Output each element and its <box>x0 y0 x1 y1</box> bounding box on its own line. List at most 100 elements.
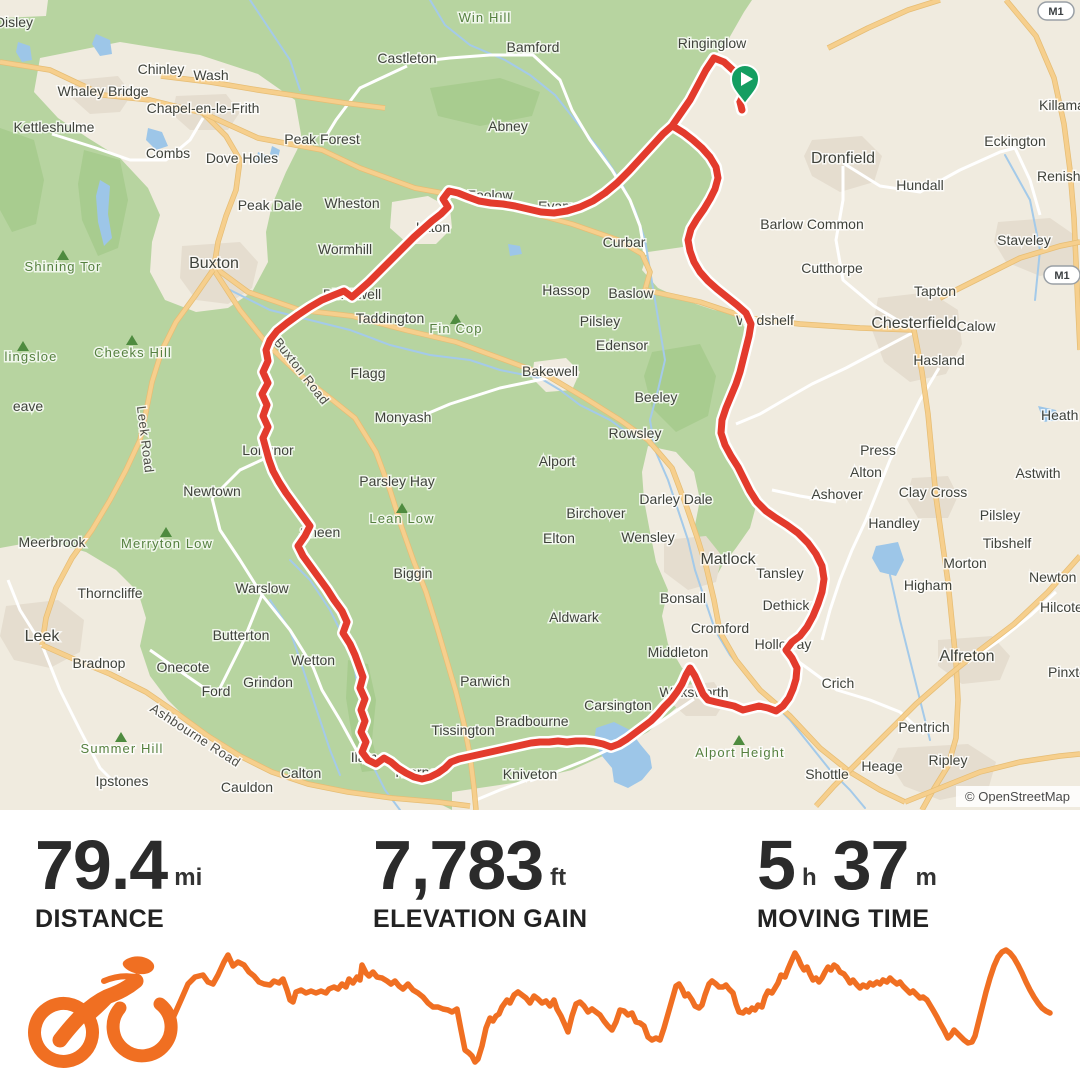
map-label: Shottle <box>805 766 849 782</box>
minor-road <box>210 497 366 765</box>
map-label: Kettleshulme <box>14 119 95 135</box>
minor-road <box>149 594 264 698</box>
time-minutes-value: 37 <box>832 826 910 904</box>
main-road <box>912 329 960 810</box>
map-label: Butterton <box>213 627 270 643</box>
map-canvas: Disley Chinley Wash Whaley BridgeChapel-en-… <box>0 0 1080 810</box>
map-label: Eckington <box>984 133 1045 149</box>
map-label: Cutthorpe <box>801 260 863 276</box>
route-path <box>258 54 828 783</box>
urban-area <box>906 476 958 518</box>
map-label: Tansley <box>756 565 803 581</box>
map-label: Hassop <box>542 282 590 298</box>
land-patch <box>390 196 452 244</box>
motorway-badge <box>1037 1 1075 21</box>
map-label: Abney <box>488 118 528 134</box>
map-label: Matlock <box>700 551 756 568</box>
main-road <box>41 643 471 808</box>
map-label: Clay Cross <box>899 484 967 500</box>
map-label: Elton <box>543 530 575 546</box>
main-road <box>0 60 242 268</box>
map-label: Wormhill <box>318 241 372 257</box>
map-label: Beeley <box>635 389 678 405</box>
map-label: Edensor <box>596 337 648 353</box>
map-label: Summer Hill <box>81 741 164 756</box>
land-patch <box>0 540 452 810</box>
map-label: Warslow <box>235 580 289 596</box>
time-hours-value: 5 <box>757 826 796 904</box>
cyclist-icon <box>101 973 142 984</box>
peak-icon <box>450 314 462 324</box>
lake <box>1038 406 1060 422</box>
route-map[interactable]: Disley Chinley Wash Whaley BridgeChapel-en-… <box>0 0 1080 810</box>
map-label: Pilsley <box>980 507 1020 523</box>
map-label: Renishaw <box>1037 168 1080 184</box>
main-road <box>939 240 1080 300</box>
map-label: Dove Holes <box>206 150 278 166</box>
cyclist-icon-head <box>122 956 155 975</box>
map-label: Hilcote <box>1040 599 1080 615</box>
forest-area <box>0 128 44 232</box>
lake <box>594 722 652 788</box>
motorway-badge-label: M1 <box>1048 6 1063 18</box>
time-hours-unit: h <box>801 864 817 891</box>
map-label: Wetton <box>291 652 335 668</box>
map-label: Merryton Low <box>121 536 213 551</box>
forest-area <box>644 344 716 432</box>
time-label: MOVING TIME <box>757 905 930 933</box>
cyclist-icon <box>106 997 178 1063</box>
peak-icon <box>17 341 29 351</box>
osm-attribution[interactable]: © OpenStreetMap <box>956 786 1080 807</box>
map-label: Bradbourne <box>495 713 568 729</box>
map-label: Chinley <box>138 61 185 77</box>
minor-road <box>771 488 837 504</box>
map-label: Calow <box>957 318 997 334</box>
map-label: Ripley <box>929 752 968 768</box>
map-label: Newton <box>1029 569 1076 585</box>
map-label: Hundall <box>896 177 943 193</box>
peak-icon <box>115 732 127 742</box>
map-label: Pinxton <box>1048 664 1080 680</box>
map-label: Chapel-en-le-Frith <box>147 100 260 116</box>
minor-road <box>406 53 647 256</box>
map-label: Wheston <box>324 195 379 211</box>
peak-icon <box>160 527 172 537</box>
map-label: Ashover <box>811 486 863 502</box>
minor-road <box>834 166 915 332</box>
map-label: Disley <box>0 14 33 30</box>
cyclist-icon <box>28 996 99 1068</box>
map-label: Birchover <box>566 505 625 521</box>
map-label: Castleton <box>377 50 436 66</box>
stat-moving-time: 5 h 37 m MOVING TIME <box>757 830 937 934</box>
lake <box>92 34 112 56</box>
map-label: Heage <box>861 758 902 774</box>
map-label: Press <box>860 442 896 458</box>
map-label: Grindon <box>243 674 293 690</box>
minor-road <box>735 330 915 426</box>
map-label: Combs <box>146 145 190 161</box>
map-label: Carsington <box>584 697 652 713</box>
river <box>249 0 301 91</box>
map-label: Heath <box>1041 407 1078 423</box>
map-label: Alton <box>850 464 882 480</box>
map-label: Bamford <box>507 39 560 55</box>
map-label: Tapton <box>914 283 956 299</box>
map-label: Cauldon <box>221 779 273 795</box>
map-label: Win Hill <box>459 10 512 25</box>
map-label: Leek <box>25 628 61 645</box>
map-label: Whaley Bridge <box>57 83 148 99</box>
map-label: Killamarsh <box>1039 97 1080 113</box>
elevation-sparkline <box>170 947 1053 1065</box>
map-label: Middleton <box>648 644 709 660</box>
elevation-unit: ft <box>550 864 567 891</box>
map-label: Calton <box>281 765 321 781</box>
distance-unit: mi <box>174 864 203 891</box>
distance-label: DISTANCE <box>35 905 165 933</box>
minor-road <box>842 146 1016 194</box>
minor-road <box>1013 147 1042 216</box>
land-patch <box>0 0 48 18</box>
map-label: Cheeks Hill <box>94 345 172 360</box>
map-label: Cromford <box>691 620 749 636</box>
main-road <box>212 265 906 804</box>
map-label: Peak Dale <box>238 197 303 213</box>
